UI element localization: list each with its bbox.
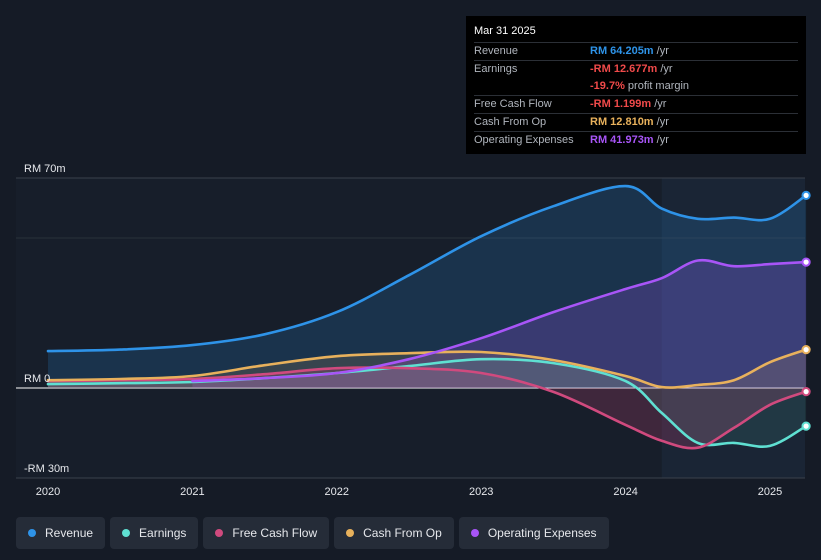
plot-background bbox=[16, 178, 662, 478]
revenue-end-point bbox=[801, 190, 811, 200]
y-tick-label: RM 0 bbox=[24, 373, 50, 385]
cash-from-op-end-point bbox=[801, 345, 811, 355]
tooltip-row-free-cash-flow: Free Cash Flow -RM 1.199m /yr bbox=[474, 95, 798, 113]
tooltip-value: RM 41.973m /yr bbox=[590, 134, 669, 146]
y-tick-label: -RM 30m bbox=[24, 463, 69, 475]
tooltip-label: Cash From Op bbox=[474, 116, 547, 128]
tooltip-label bbox=[474, 78, 590, 95]
operating-expenses-end-point bbox=[801, 257, 811, 267]
cash-from-op-dot-icon bbox=[346, 529, 355, 537]
y-tick-label: RM 70m bbox=[24, 163, 66, 175]
cash-from-op-line bbox=[46, 348, 808, 389]
legend-item-earnings[interactable]: Earnings bbox=[110, 517, 199, 549]
free-cash-flow-dot-icon bbox=[215, 529, 224, 537]
x-tick-label: 2022 bbox=[325, 486, 349, 498]
x-tick-label: 2024 bbox=[613, 486, 637, 498]
legend-item-cash-from-op[interactable]: Cash From Op bbox=[334, 517, 454, 549]
legend-item-free-cash-flow[interactable]: Free Cash Flow bbox=[203, 517, 330, 549]
revenue-line bbox=[46, 184, 808, 353]
tooltip-row-cash-from-op: Cash From Op RM 12.810m /yr bbox=[474, 113, 798, 131]
free-cash-flow-area bbox=[48, 367, 807, 449]
free-cash-flow-line bbox=[46, 366, 808, 450]
tooltip-value: RM 12.810m /yr bbox=[590, 116, 669, 128]
tooltip-label: Operating Expenses bbox=[474, 134, 574, 146]
tooltip-row-operating-expenses: Operating Expenses RM 41.973m /yr bbox=[474, 131, 798, 149]
tooltip-label: Earnings bbox=[474, 63, 518, 75]
tooltip-row-profit-margin: -19.7% profit margin bbox=[474, 78, 798, 95]
tooltip-value: -19.7% profit margin bbox=[590, 80, 690, 92]
tooltip-value: -RM 12.677m /yr bbox=[590, 63, 673, 75]
tooltip-label: Free Cash Flow bbox=[474, 98, 552, 110]
free-cash-flow-end-point bbox=[801, 387, 811, 397]
legend-label: Cash From Op bbox=[363, 526, 442, 540]
tooltip-value: RM 64.205m /yr bbox=[590, 45, 669, 57]
legend-label: Free Cash Flow bbox=[232, 526, 318, 540]
x-tick-label: 2023 bbox=[469, 486, 493, 498]
x-tick-label: 2025 bbox=[758, 486, 782, 498]
legend-label: Revenue bbox=[45, 526, 94, 540]
earnings-dot-icon bbox=[122, 529, 131, 537]
revenue-dot-icon bbox=[28, 529, 36, 537]
x-tick-label: 2021 bbox=[180, 486, 204, 498]
operating-expenses-line bbox=[191, 258, 808, 383]
tooltip-row-earnings: Earnings -RM 12.677m /yr bbox=[474, 60, 798, 78]
legend-item-revenue[interactable]: Revenue bbox=[16, 517, 106, 549]
legend-label: Operating Expenses bbox=[487, 526, 597, 540]
tooltip-date: Mar 31 2025 bbox=[474, 25, 536, 37]
financial-chart: RM 70m RM 0 -RM 30m 2020 2021 2022 2023 2024 202… bbox=[16, 163, 811, 498]
operating-expenses-dot-icon bbox=[470, 529, 479, 537]
operating-expenses-area bbox=[192, 260, 807, 388]
x-tick-label: 2020 bbox=[36, 486, 60, 498]
revenue-area bbox=[48, 186, 807, 388]
tooltip-row-revenue: Revenue RM 64.205m /yr bbox=[474, 42, 798, 60]
earnings-end-point bbox=[801, 421, 811, 431]
legend-label: Earnings bbox=[139, 526, 187, 540]
tooltip-value: -RM 1.199m /yr bbox=[590, 98, 667, 110]
tooltip-label: Revenue bbox=[474, 45, 519, 57]
chart-legend: Revenue Earnings Free Cash Flow Cash Fro… bbox=[16, 517, 609, 549]
legend-item-operating-expenses[interactable]: Operating Expenses bbox=[458, 517, 609, 549]
data-tooltip: Mar 31 2025 Revenue RM 64.205m /yr Earni… bbox=[466, 16, 806, 154]
